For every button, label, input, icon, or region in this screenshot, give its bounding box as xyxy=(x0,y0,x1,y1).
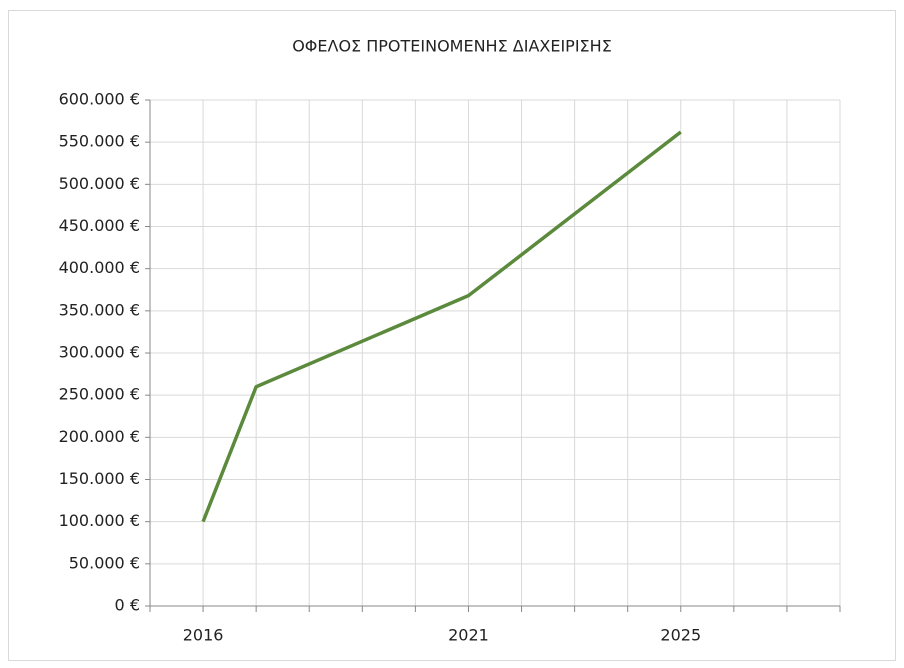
y-tick-label: 150.000 € xyxy=(59,469,140,488)
y-tick-label: 250.000 € xyxy=(59,385,140,404)
y-tick-label: 400.000 € xyxy=(59,258,140,277)
y-tick-label: 550.000 € xyxy=(59,132,140,151)
y-tick-label: 200.000 € xyxy=(59,427,140,446)
y-tick-label: 100.000 € xyxy=(59,511,140,530)
y-tick-label: 300.000 € xyxy=(59,343,140,362)
y-tick-label: 450.000 € xyxy=(59,216,140,235)
y-tick-label: 350.000 € xyxy=(59,300,140,319)
y-tick-label: 50.000 € xyxy=(69,553,140,572)
chart-border xyxy=(8,10,896,661)
y-tick-label: 500.000 € xyxy=(59,174,140,193)
x-tick-label: 2025 xyxy=(660,626,701,645)
y-tick-label: 600.000 € xyxy=(59,90,140,109)
y-tick-label: 0 € xyxy=(115,596,140,615)
x-tick-label: 2016 xyxy=(183,626,224,645)
chart-title: ΟΦΕΛΟΣ ΠΡΟΤΕΙΝΟΜΕΝΗΣ ΔΙΑΧΕΙΡΙΣΗΣ xyxy=(292,37,612,56)
data-line xyxy=(201,130,682,523)
x-tick-label: 2021 xyxy=(448,626,489,645)
